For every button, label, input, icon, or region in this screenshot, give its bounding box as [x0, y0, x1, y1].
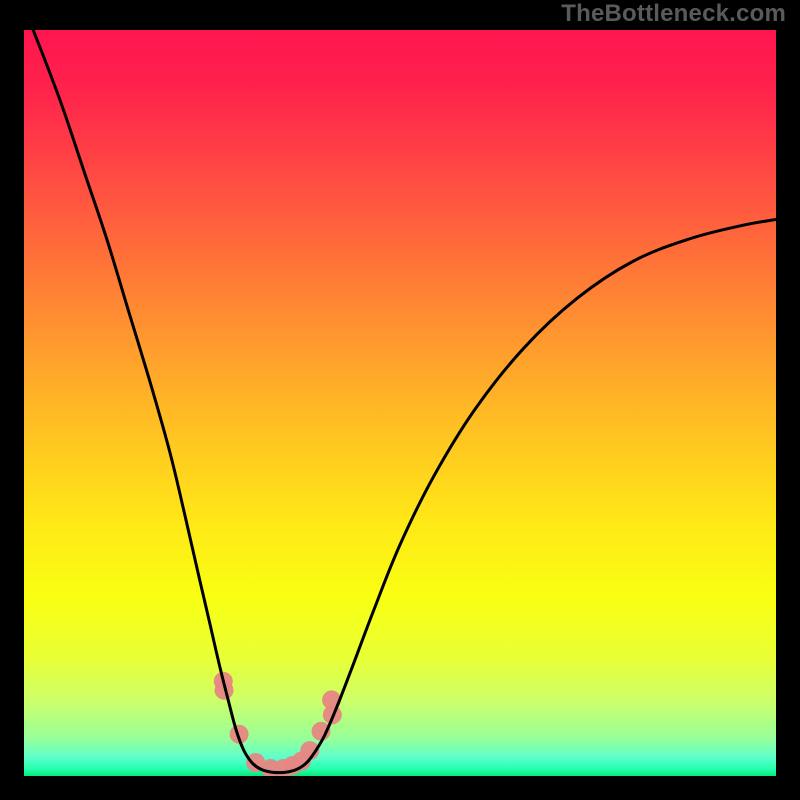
page-frame: TheBottleneck.com	[0, 0, 800, 800]
plot-area	[24, 30, 776, 776]
watermark-text: TheBottleneck.com	[561, 0, 786, 28]
bottleneck-curve-chart	[24, 30, 776, 776]
chart-background	[24, 30, 776, 776]
